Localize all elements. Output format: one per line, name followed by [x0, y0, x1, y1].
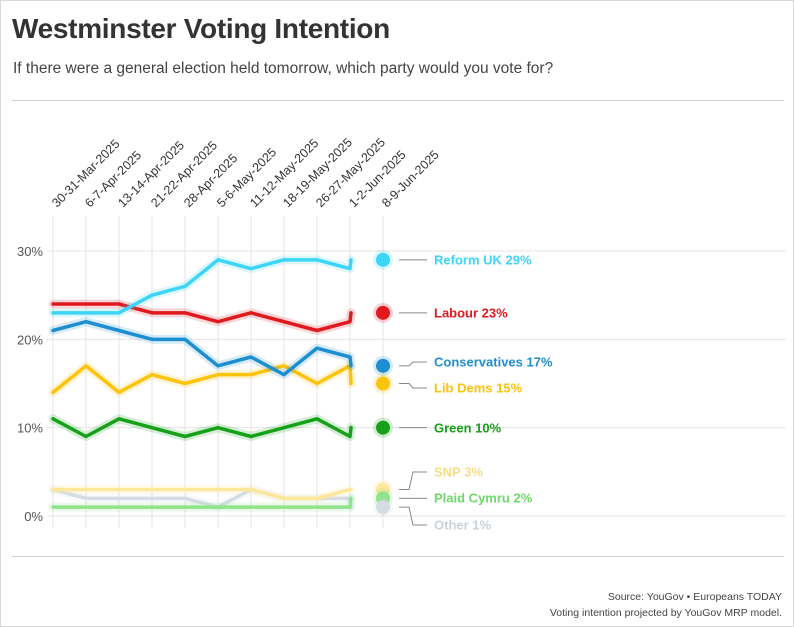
series-label-plaid-cymru: Plaid Cymru 2%	[434, 491, 533, 506]
series-label-other: Other 1%	[434, 518, 492, 533]
end-marker-conservatives	[376, 358, 390, 373]
line-chart: 0%10%20%30%30-31-Mar-20256-7-Apr-202513-…	[17, 135, 786, 533]
end-marker-green	[376, 420, 390, 435]
leader-line-lib-dems	[399, 383, 427, 389]
series-line-reform-uk	[51, 258, 353, 315]
y-tick-label: 10%	[17, 421, 43, 436]
end-marker-reform-uk	[376, 252, 390, 267]
chart-subtitle: If there were a general election held to…	[13, 60, 554, 77]
series-line-labour	[51, 302, 353, 333]
chart-title: Westminster Voting Intention	[12, 13, 390, 44]
series-line-plaid-cymru	[51, 496, 353, 509]
leader-line-snp	[399, 471, 427, 490]
series-label-snp: SNP 3%	[434, 465, 483, 480]
source-note: Source: YouGov • Europeans TODAY Voting …	[550, 589, 782, 621]
series-line-lib-dems	[51, 364, 353, 395]
series-label-reform-uk: Reform UK 29%	[434, 253, 532, 268]
y-tick-label: 0%	[24, 509, 43, 524]
end-marker-lib-dems	[376, 376, 390, 391]
leader-line-conservatives	[399, 361, 427, 367]
series-label-labour: Labour 23%	[434, 306, 508, 321]
source-text: Source: YouGov • Europeans TODAY	[607, 591, 782, 603]
series-label-conservatives: Conservatives 17%	[434, 355, 553, 370]
end-marker-other	[376, 500, 390, 515]
bottom-divider	[12, 556, 784, 557]
series-label-green: Green 10%	[434, 421, 502, 436]
model-note: Voting intention projected by YouGov MRP…	[549, 607, 782, 619]
leader-line-other	[399, 506, 427, 526]
series-line-snp	[51, 487, 353, 501]
series-line-green	[51, 417, 353, 439]
series-label-lib-dems: Lib Dems 15%	[434, 381, 523, 396]
end-marker-labour	[376, 305, 390, 320]
top-divider	[12, 100, 784, 101]
y-tick-label: 30%	[17, 244, 43, 259]
y-tick-label: 20%	[17, 332, 43, 347]
series-line-conservatives	[51, 319, 353, 377]
